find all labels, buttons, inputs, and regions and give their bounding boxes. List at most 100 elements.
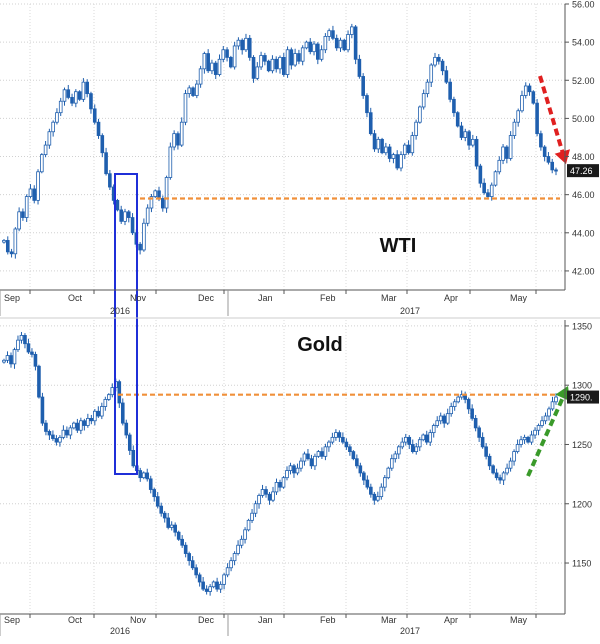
candle-body: [255, 66, 260, 79]
candle-body: [120, 402, 125, 424]
candle-body: [21, 211, 25, 218]
candle-body: [123, 211, 127, 222]
overlay-layer: [114, 75, 571, 477]
candle-body: [100, 135, 105, 154]
candle-body: [172, 133, 176, 148]
candle-body: [12, 349, 17, 365]
candle-body: [225, 49, 229, 58]
candle-body: [215, 581, 219, 590]
candle-body: [519, 439, 523, 445]
candle-body: [17, 211, 21, 230]
candle-body: [449, 406, 453, 415]
x-tick-label: May: [510, 293, 528, 303]
candle-body: [440, 60, 445, 72]
candle-body: [157, 190, 161, 199]
candle-body: [210, 62, 214, 72]
candle-body: [23, 335, 27, 345]
candle-body: [350, 26, 354, 35]
year-label: 2016: [110, 306, 130, 316]
candle-body: [194, 567, 198, 576]
candle-body: [187, 553, 191, 562]
candle-body: [425, 81, 430, 95]
candle-body: [487, 455, 492, 467]
candle-body: [197, 574, 202, 583]
candle-body: [77, 91, 82, 100]
candle-body: [85, 81, 89, 95]
candle-body: [138, 470, 143, 479]
candle-body: [274, 58, 279, 70]
candle-body: [505, 146, 509, 159]
candle-body: [455, 112, 460, 127]
candle-body: [292, 465, 296, 474]
candle-body: [452, 98, 456, 114]
candle-body: [330, 436, 335, 443]
candle-body: [429, 64, 434, 83]
x-tick-label: Feb: [320, 615, 336, 625]
candle-body: [414, 446, 419, 452]
candle-body: [108, 173, 112, 188]
candle-body: [414, 121, 418, 136]
candle-body: [47, 431, 52, 436]
x-tick-label: Jan: [258, 293, 273, 303]
candles-gold: [2, 331, 558, 596]
candle-body: [459, 125, 464, 138]
candle-body: [418, 106, 422, 123]
candle-body: [260, 489, 265, 496]
x-tick-label: Dec: [198, 615, 215, 625]
candle-body: [306, 453, 310, 460]
trend-arrow-head: [554, 149, 570, 164]
candle-body: [145, 472, 150, 480]
candle-body: [353, 26, 358, 60]
candle-body: [402, 144, 407, 156]
candle-body: [159, 505, 164, 514]
candle-body: [369, 486, 373, 495]
candle-body: [43, 144, 48, 156]
candle-body: [28, 188, 33, 197]
candle-body: [81, 81, 86, 100]
candles-wti: [2, 23, 558, 259]
candle-body: [342, 39, 347, 51]
candle-body: [351, 451, 356, 460]
candle-body: [436, 56, 441, 62]
candle-body: [316, 451, 321, 457]
candle-body: [456, 396, 460, 403]
candle-body: [141, 472, 146, 479]
candle-body: [119, 209, 124, 222]
candle-body: [195, 83, 199, 96]
candle-body: [33, 353, 38, 367]
candle-body: [445, 413, 450, 424]
x-tick-label: Jan: [258, 615, 273, 625]
candle-body: [527, 85, 532, 93]
candle-body: [308, 41, 313, 53]
candle-body: [74, 91, 78, 104]
candle-body: [243, 529, 247, 540]
candle-body: [169, 524, 174, 528]
candle-body: [508, 135, 513, 159]
candle-body: [183, 93, 188, 123]
candle-body: [9, 355, 13, 365]
candle-body: [5, 355, 10, 361]
candle-body: [270, 58, 275, 72]
candle-body: [421, 93, 426, 108]
candle-body: [51, 434, 55, 439]
y-tick-label: 1350: [572, 321, 592, 331]
candle-body: [327, 441, 331, 448]
candle-body: [293, 53, 297, 66]
candle-body: [299, 460, 303, 469]
candle-body: [417, 439, 422, 448]
candle-body: [523, 85, 528, 96]
candle-body: [247, 37, 252, 58]
candle-body: [232, 45, 237, 68]
candle-body: [264, 489, 268, 495]
candle-body: [355, 458, 359, 467]
candle-body: [206, 53, 210, 72]
candle-body: [145, 207, 150, 224]
candle-body: [257, 495, 261, 505]
candle-body: [493, 171, 498, 186]
y-tick-label: 1250: [572, 440, 592, 450]
candle-body: [376, 496, 380, 501]
candle-body: [470, 408, 474, 419]
candle-body: [187, 87, 192, 95]
candle-body: [410, 135, 415, 154]
